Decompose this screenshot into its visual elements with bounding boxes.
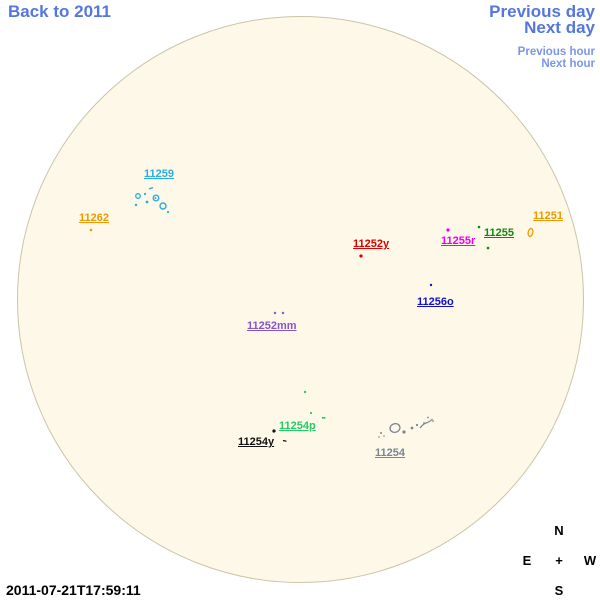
previous-hour-link[interactable]: Previous hour xyxy=(517,46,595,58)
region-label-11252mm[interactable]: 11252mm xyxy=(247,320,297,332)
compass-east-label: E xyxy=(522,553,532,568)
region-label-11262[interactable]: 11262 xyxy=(79,212,109,224)
compass-north-label: N xyxy=(554,523,564,538)
region-label-11255[interactable]: 11255 xyxy=(484,227,514,239)
compass-center-mark: + xyxy=(555,553,563,568)
compass-west-label: W xyxy=(583,553,597,568)
next-hour-link[interactable]: Next hour xyxy=(541,58,595,70)
region-label-11254y[interactable]: 11254y xyxy=(238,436,275,448)
region-label-11254p[interactable]: 11254p xyxy=(279,420,316,432)
region-label-11252y[interactable]: 11252y xyxy=(353,238,390,250)
previous-day-link[interactable]: Previous day xyxy=(489,2,595,21)
region-label-11255r[interactable]: 11255r xyxy=(441,235,476,247)
region-label-11251[interactable]: 11251 xyxy=(533,210,563,222)
region-label-11259[interactable]: 11259 xyxy=(144,168,174,180)
observation-timestamp: 2011-07-21T17:59:11 xyxy=(6,582,141,598)
solar-disk xyxy=(17,16,584,583)
next-day-link[interactable]: Next day xyxy=(524,18,595,37)
region-label-11254[interactable]: 11254 xyxy=(375,447,405,459)
region-label-11256o[interactable]: 11256o xyxy=(417,296,454,308)
compass-south-label: S xyxy=(554,583,564,598)
back-to-year-link[interactable]: Back to 2011 xyxy=(8,2,112,21)
